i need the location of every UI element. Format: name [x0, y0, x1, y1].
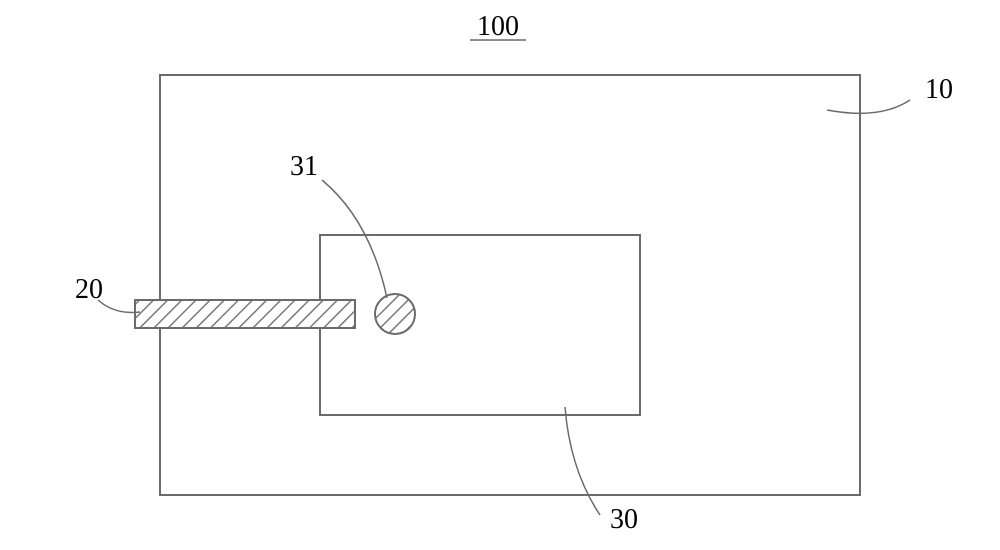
hatched-bar-20 [135, 300, 355, 328]
label-l20: 20 [75, 274, 103, 305]
label-l30: 30 [610, 504, 638, 535]
inner-rect-30 [320, 235, 640, 415]
leader-l31 [322, 180, 387, 298]
leader-l30 [565, 407, 600, 515]
leader-l20 [98, 300, 140, 313]
hatched-circle-31 [375, 294, 415, 334]
leader-l10 [827, 100, 910, 113]
label-l31: 31 [290, 151, 318, 182]
figure-number-title: 100 [477, 11, 519, 42]
label-l10: 10 [925, 74, 953, 105]
outer-rect-10 [160, 75, 860, 495]
